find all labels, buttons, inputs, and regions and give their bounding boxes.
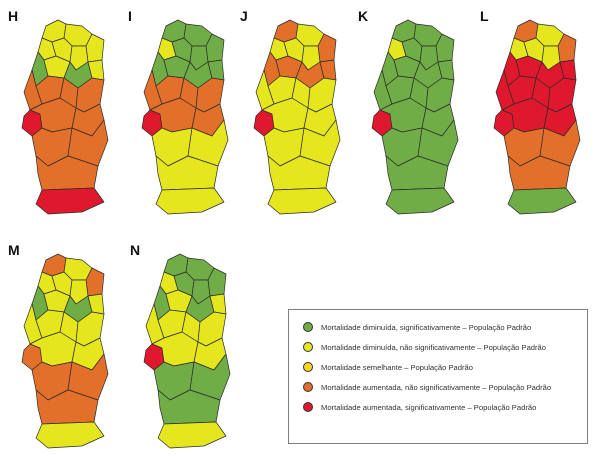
- panel-letter: K: [358, 8, 369, 24]
- region-south-3: [507, 155, 571, 191]
- legend-label: Mortalidade aumentada, não significativa…: [321, 382, 552, 392]
- legend-label: Mortalidade aumentada, significativament…: [321, 402, 537, 412]
- map-panel-m: M: [8, 242, 118, 452]
- legend-item: Mortalidade aumentada, significativament…: [303, 400, 536, 414]
- legend-swatch: [303, 382, 313, 392]
- map-legend: Mortalidade diminuída, significativament…: [288, 309, 588, 444]
- panel-letter: L: [480, 8, 489, 24]
- region-south-3: [155, 155, 219, 191]
- map-regions: [141, 19, 229, 215]
- map-panel-h: H: [8, 8, 118, 218]
- map-regions: [493, 19, 581, 215]
- region-south-3: [267, 155, 331, 191]
- region-algarve: [385, 187, 455, 215]
- legend-item: Mortalidade diminuída, não significativa…: [303, 340, 546, 354]
- panel-letter: H: [8, 8, 19, 24]
- legend-swatch: [303, 342, 313, 352]
- portugal-map: [493, 19, 581, 215]
- legend-swatch: [303, 362, 313, 372]
- portugal-map: [371, 19, 459, 215]
- region-algarve: [35, 187, 105, 215]
- legend-swatch: [303, 402, 313, 412]
- panel-letter: J: [240, 8, 248, 24]
- region-algarve: [155, 187, 225, 215]
- map-regions: [371, 19, 459, 215]
- region-algarve: [507, 187, 577, 215]
- portugal-map: [253, 19, 341, 215]
- legend-label: Mortalidade diminuída, não significativa…: [321, 342, 546, 352]
- panel-letter: N: [130, 242, 141, 258]
- map-panel-l: L: [480, 8, 590, 218]
- legend-label: Mortalidade diminuída, significativament…: [321, 322, 532, 332]
- map-panel-n: N: [130, 242, 240, 452]
- portugal-map: [21, 253, 109, 449]
- region-algarve: [157, 421, 227, 449]
- region-south-3: [35, 389, 99, 425]
- region-algarve: [267, 187, 337, 215]
- legend-swatch: [303, 322, 313, 332]
- map-panel-i: I: [128, 8, 238, 218]
- map-regions: [143, 253, 231, 449]
- region-algarve: [35, 421, 105, 449]
- legend-label: Mortalidade semelhante – População Padrã…: [321, 362, 473, 372]
- legend-item: Mortalidade semelhante – População Padrã…: [303, 360, 473, 374]
- region-south-3: [385, 155, 449, 191]
- portugal-map: [141, 19, 229, 215]
- map-panel-k: K: [358, 8, 468, 218]
- legend-item: Mortalidade diminuída, significativament…: [303, 320, 531, 334]
- portugal-map: [21, 19, 109, 215]
- panel-letter: M: [8, 242, 20, 258]
- map-regions: [21, 253, 109, 449]
- map-regions: [253, 19, 341, 215]
- legend-item: Mortalidade aumentada, não significativa…: [303, 380, 551, 394]
- map-panel-j: J: [240, 8, 350, 218]
- region-south-3: [35, 155, 99, 191]
- panel-letter: I: [128, 8, 132, 24]
- portugal-map: [143, 253, 231, 449]
- region-south-3: [157, 389, 221, 425]
- map-regions: [21, 19, 109, 215]
